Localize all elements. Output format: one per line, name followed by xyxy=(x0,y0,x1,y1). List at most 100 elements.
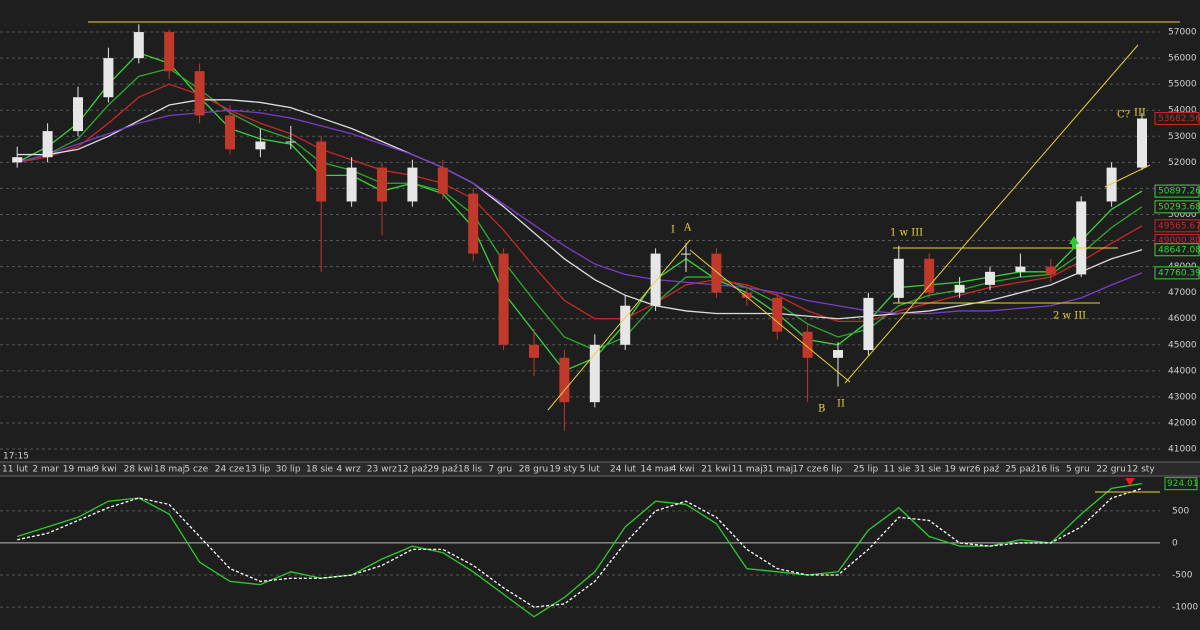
candle-body xyxy=(529,344,539,358)
x-tick-label: 23 wrz xyxy=(367,465,397,475)
y-tick-label: 55000 xyxy=(1168,80,1197,90)
y-tick-label: -500 xyxy=(1172,571,1193,581)
y-tick-label: 46000 xyxy=(1168,314,1197,324)
candle-body xyxy=(377,167,387,202)
annotation: II xyxy=(837,399,845,410)
candle-body xyxy=(285,141,296,143)
candle-body xyxy=(468,193,479,254)
x-tick-label: 31 maj xyxy=(762,465,793,475)
x-tick-label: 11 sie xyxy=(884,465,912,475)
x-tick-label: 18 lis xyxy=(458,465,482,475)
y-tick-label: 45000 xyxy=(1168,340,1197,350)
trend-line xyxy=(547,239,691,411)
value-tag xyxy=(1164,477,1198,491)
candle-body xyxy=(225,115,235,150)
annotation: III xyxy=(1134,108,1146,119)
x-tick-label: 18 maj xyxy=(154,465,185,475)
candle-body xyxy=(255,141,266,150)
candle-body xyxy=(194,71,205,116)
price-tag xyxy=(1154,200,1200,214)
x-tick-label: 6 lip xyxy=(823,465,843,475)
candle-body xyxy=(741,292,752,298)
y-tick-label: 56000 xyxy=(1168,54,1197,64)
sell-arrow xyxy=(1125,478,1135,486)
moving-average xyxy=(16,52,1143,372)
candle-body xyxy=(954,284,965,293)
x-tick-label: 9 kwi xyxy=(93,465,117,475)
x-tick-label: 12 paź xyxy=(397,465,428,475)
x-tick-label: 31 sie xyxy=(914,465,942,475)
time-label: 17:15 xyxy=(3,452,29,462)
price-tag-label: 50293.68 xyxy=(1158,202,1200,212)
candle-body xyxy=(437,167,448,194)
x-tick-label: 14 mar xyxy=(640,465,673,475)
candle-body xyxy=(1137,118,1147,168)
x-tick-label: 17 cze xyxy=(792,465,822,475)
oscillator-line xyxy=(17,487,1143,608)
x-tick-label: 19 mar xyxy=(63,465,96,475)
candle-body xyxy=(985,271,995,285)
candle-body xyxy=(73,97,83,132)
y-tick-label: 54000 xyxy=(1168,106,1197,116)
price-tag xyxy=(1154,243,1200,257)
candle-body xyxy=(1106,167,1117,202)
candle-body xyxy=(650,253,661,306)
x-axis-strip xyxy=(0,462,1200,476)
x-tick-label: 22 gru xyxy=(1096,465,1125,475)
x-tick-label: 11 lut xyxy=(2,465,29,475)
trend-line xyxy=(1104,164,1151,188)
x-tick-label: 19 wrz xyxy=(944,465,974,475)
plot: 4100042000430004400045000460004700048000… xyxy=(0,24,1200,618)
price-tag-label: 47760.39 xyxy=(1158,268,1200,278)
moving-average xyxy=(17,67,1143,351)
price-tag xyxy=(1154,219,1200,233)
y-tick-label: 50000 xyxy=(1168,210,1197,220)
x-tick-label: 5 cze xyxy=(184,465,208,475)
x-tick-label: 12 sty xyxy=(1127,465,1156,475)
annotation: 2 w III xyxy=(1053,311,1086,322)
y-tick-label: 47000 xyxy=(1168,288,1197,298)
candle-body xyxy=(833,350,843,358)
price-tag xyxy=(1154,112,1200,126)
candle-body xyxy=(12,157,23,163)
y-tick-label: 42000 xyxy=(1168,418,1197,428)
x-tick-label: 28 gru xyxy=(519,465,548,475)
candle-body xyxy=(620,305,631,345)
candle-body xyxy=(893,258,904,298)
y-tick-label: 43000 xyxy=(1168,392,1197,402)
annotation: A xyxy=(683,223,692,234)
candle-body xyxy=(42,131,53,158)
x-tick-label: 13 lip xyxy=(245,465,270,475)
candle-body xyxy=(681,253,691,255)
x-tick-label: 19 sty xyxy=(549,465,578,475)
x-tick-label: 25 lip xyxy=(853,465,878,475)
x-tick-label: 21 kwi xyxy=(701,465,730,475)
y-tick-label: 500 xyxy=(1172,506,1189,516)
candle-body xyxy=(316,141,327,202)
candle-body xyxy=(1045,266,1056,275)
moving-average xyxy=(17,83,1143,322)
candle-body xyxy=(924,258,935,293)
trend-line xyxy=(689,249,851,383)
candle-body xyxy=(346,167,357,202)
candle-body xyxy=(559,357,570,403)
value-tag-label: 924.01 xyxy=(1167,479,1199,489)
candle-body xyxy=(498,253,509,345)
candle-body xyxy=(772,297,783,332)
annotation: 1 w III xyxy=(890,228,923,239)
oscillator-line xyxy=(17,483,1143,618)
x-tick-label: 24 cze xyxy=(215,465,245,475)
candle-body xyxy=(164,32,175,72)
x-tick-label: 2 mar xyxy=(32,465,59,475)
price-tag xyxy=(1154,184,1200,198)
price-tag-label: 50897.26 xyxy=(1158,187,1200,197)
x-tick-label: 4 wrz xyxy=(336,465,361,475)
y-tick-label: 57000 xyxy=(1168,28,1197,38)
trend-lines xyxy=(88,21,1180,493)
y-tick-label: 52000 xyxy=(1168,158,1197,168)
x-tick-label: 6 paź xyxy=(975,465,1000,475)
x-tick-label: 16 lis xyxy=(1036,465,1060,475)
x-tick-label: 25 paź xyxy=(1005,465,1036,475)
